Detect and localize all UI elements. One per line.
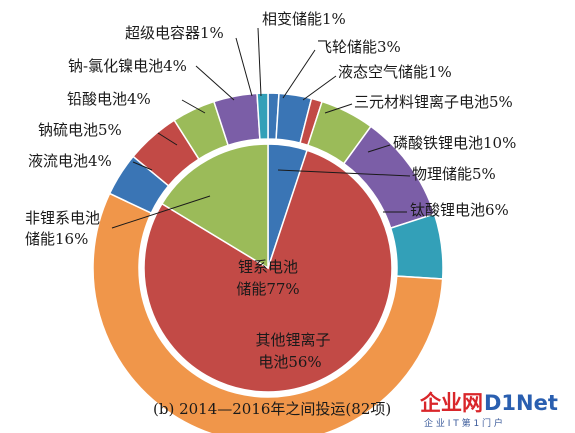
label-ternary-li: 三元材料锂离子电池5% [354,93,513,111]
leader-line-4 [302,75,337,101]
label-lto: 钛酸锂电池6% [410,201,509,219]
leader-line-1 [235,37,253,97]
chart-caption: (b) 2014—2016年之间投运(82项) [153,400,391,418]
watermark-logo: 企业网 D1Net 企 业 I T 第 1 门 户 [419,391,558,429]
leader-line-12 [111,195,211,229]
label-superconductor-capacitor: 超级电容器1% [125,24,224,42]
inner-slice-1 [143,149,393,393]
label-other-li: 其他锂离子电池56% [255,331,330,371]
label-flow: 液流电池4% [28,152,112,170]
inner-ring [143,143,393,393]
label-li-series: 锂系电池储能77% [236,258,299,298]
label-na-nicl: 钠-氯化镍电池4% [68,57,187,75]
leader-line-8 [367,144,391,153]
label-phase-change: 相变储能1% [262,10,346,28]
watermark-tagline: 企 业 I T 第 1 门 户 [424,417,503,429]
label-liquid-air: 液态空气储能1% [338,63,452,81]
label-lead-acid: 铅酸电池4% [67,90,151,108]
leader-line-2 [282,49,316,99]
leader-line-3 [195,65,235,101]
label-nas: 钠硫电池5% [38,121,122,139]
leader-line-6 [324,103,353,114]
label-non-li: 非锂系电池储能16% [25,209,100,248]
label-flywheel: 飞轮储能3% [317,38,401,56]
watermark-brand-a: 企业网 [419,391,483,415]
outer-slice-6 [92,192,444,433]
label-lfp: 磷酸铁锂电池10% [393,134,516,152]
leader-line-10 [277,169,411,177]
leader-lines [111,27,411,229]
leader-line-7 [157,132,178,146]
label-physical: 物理储能5% [412,165,496,183]
leader-line-5 [181,99,206,114]
outer-ring [92,92,444,433]
inner-slice-2 [160,143,269,270]
leader-line-0 [257,27,262,97]
leader-line-9 [132,161,153,171]
watermark-brand-b: D1Net [484,391,558,415]
